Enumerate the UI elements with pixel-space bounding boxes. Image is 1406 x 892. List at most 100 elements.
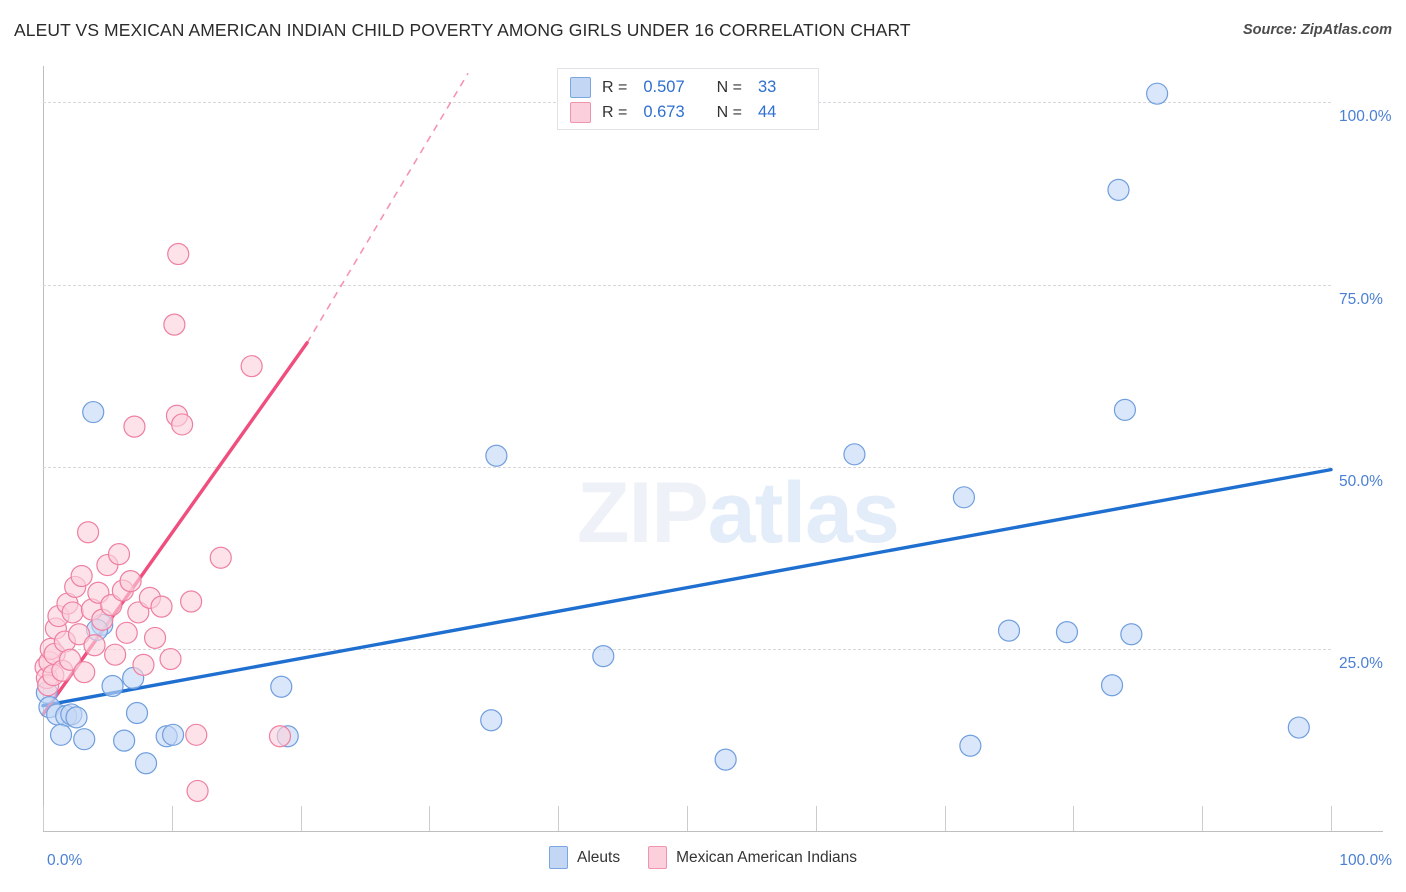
legend-label-mexican-american-indians: Mexican American Indians (676, 848, 857, 866)
legend-label-aleuts: Aleuts (576, 848, 621, 866)
source-label: Source: ZipAtlas.com (1242, 22, 1392, 38)
x-tick-40 (558, 806, 560, 831)
data-point[interactable] (1287, 716, 1310, 739)
gridline-y-50 (43, 466, 1331, 468)
data-point[interactable] (76, 521, 100, 544)
legend-swatch-mexican-american-indians (648, 846, 668, 869)
data-point[interactable] (125, 701, 149, 725)
x-tick-70 (944, 806, 946, 831)
trendline-extension-mexican-american-indians (306, 72, 469, 344)
points-mexican-american-indians (34, 242, 292, 803)
aleuts-n-value: 33 (757, 78, 777, 96)
data-point[interactable] (65, 706, 88, 729)
data-point[interactable] (209, 546, 232, 569)
data-point[interactable] (132, 653, 155, 676)
y-tick-label-50: 50.0% (1339, 472, 1383, 490)
data-point[interactable] (186, 779, 209, 803)
x-axis-max-label: 100.0% (1339, 852, 1392, 869)
data-point[interactable] (240, 355, 263, 378)
data-point[interactable] (82, 400, 105, 424)
x-axis-line (43, 831, 1383, 832)
data-point[interactable] (127, 601, 150, 624)
data-point[interactable] (180, 590, 203, 613)
gridline-y-25 (43, 648, 1331, 650)
data-point[interactable] (161, 723, 185, 746)
x-tick-60 (815, 806, 817, 831)
x-tick-80 (1073, 806, 1075, 831)
trendline-aleuts (41, 467, 1333, 708)
data-point[interactable] (113, 729, 136, 752)
series-legend: Aleuts Mexican American Indians (0, 846, 1406, 869)
data-point[interactable] (843, 443, 866, 466)
aleuts-n-label: N = (716, 78, 742, 96)
data-point[interactable] (100, 594, 123, 617)
data-point[interactable] (73, 728, 96, 751)
x-tick-50 (687, 806, 688, 831)
data-point[interactable] (1113, 398, 1137, 421)
data-point[interactable] (73, 661, 96, 684)
data-point[interactable] (104, 643, 127, 666)
aleuts-r-value: 0.507 (643, 78, 685, 96)
data-point[interactable] (268, 725, 292, 748)
x-tick-20 (300, 806, 302, 831)
x-tick-0 (43, 806, 44, 831)
data-point[interactable] (714, 748, 737, 771)
data-point[interactable] (67, 623, 91, 646)
data-point[interactable] (70, 564, 93, 588)
data-point[interactable] (119, 569, 142, 593)
data-point[interactable] (58, 648, 82, 671)
data-point[interactable] (1100, 674, 1124, 697)
x-tick-30 (429, 806, 431, 831)
data-point[interactable] (107, 543, 131, 566)
aleuts-r-label: R = (602, 78, 628, 96)
data-point[interactable] (485, 444, 508, 467)
data-point[interactable] (159, 647, 182, 671)
data-point[interactable] (115, 621, 138, 644)
data-point[interactable] (49, 723, 73, 746)
data-point[interactable] (101, 674, 124, 698)
data-point[interactable] (134, 752, 158, 775)
y-tick-label-75: 75.0% (1339, 290, 1383, 308)
data-point[interactable] (997, 619, 1021, 642)
data-point[interactable] (270, 675, 293, 698)
stats-row-aleuts: R = 0.507 N = 33 (570, 75, 806, 100)
y-tick-label-25: 25.0% (1339, 654, 1383, 672)
data-point[interactable] (1055, 620, 1079, 644)
mai-n-label: N = (716, 103, 742, 121)
gridline-y-75 (43, 284, 1331, 286)
aleuts-color-swatch (570, 77, 591, 98)
data-point[interactable] (1120, 623, 1143, 646)
legend-swatch-aleuts (548, 846, 568, 869)
data-point[interactable] (83, 634, 106, 657)
data-point[interactable] (952, 486, 976, 509)
legend-item-mexican-american-indians[interactable]: Mexican American Indians (648, 846, 857, 869)
mexican-american-indians-color-swatch (570, 102, 591, 123)
data-point[interactable] (61, 601, 84, 624)
legend-item-aleuts[interactable]: Aleuts (548, 846, 621, 869)
points-aleuts (35, 82, 1310, 775)
data-point[interactable] (592, 645, 615, 668)
mai-r-label: R = (602, 103, 628, 121)
y-tick-label-100: 100.0% (1339, 108, 1392, 126)
data-point[interactable] (959, 734, 982, 757)
data-point[interactable] (480, 709, 503, 732)
mai-n-value: 44 (757, 103, 777, 121)
x-tick-90 (1202, 806, 1204, 831)
x-tick-10 (171, 806, 173, 831)
data-point[interactable] (150, 595, 173, 618)
plot-area: ZIPatlas (34, 66, 1333, 831)
y-axis-line (43, 66, 44, 831)
data-point[interactable] (171, 413, 194, 436)
data-point[interactable] (1146, 82, 1169, 105)
data-point[interactable] (163, 313, 186, 336)
x-axis-min-label: 0.0% (47, 852, 83, 869)
data-point[interactable] (185, 723, 208, 746)
stats-row-mexican-american-indians: R = 0.673 N = 44 (570, 100, 806, 125)
data-point[interactable] (167, 242, 190, 266)
data-point[interactable] (123, 415, 146, 438)
scatter-canvas (34, 72, 1333, 803)
data-point[interactable] (1107, 178, 1130, 201)
correlation-stats-legend: R = 0.507 N = 33 R = 0.673 N = 44 (557, 68, 819, 130)
data-point[interactable] (143, 626, 167, 650)
